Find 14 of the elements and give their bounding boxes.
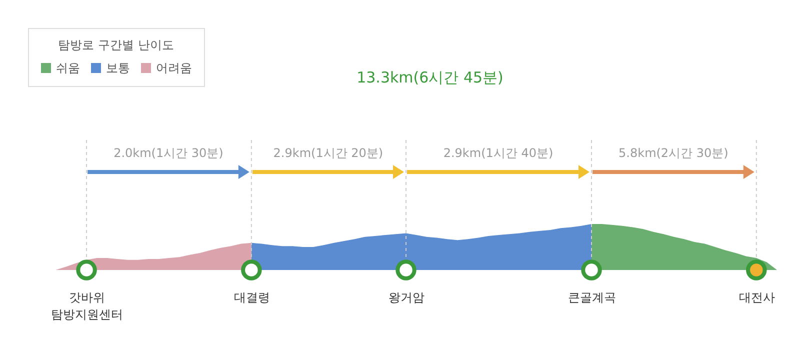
text: 2.9km(1시간 40분): [443, 146, 554, 160]
legend-label: 보통: [106, 61, 130, 75]
text: 2.9km(1시간 20분): [273, 146, 384, 160]
text: 2.0km(1시간 30분): [114, 146, 224, 160]
legend-label: 쉬움: [56, 61, 80, 75]
x-tick-label: 대전사: [738, 290, 775, 304]
legend-label: 어려움: [156, 61, 192, 75]
x-tick-label: 갓바위 탐방지원센터: [51, 290, 124, 322]
chart-title: 13.3km(6시간 45분): [356, 68, 504, 86]
text: 5.8km(2시간 30분): [618, 146, 728, 160]
x-tick-label: 대결령: [234, 290, 270, 304]
x-tick-label: 왕거암: [388, 290, 424, 304]
legend-title: 탐방로 구간별 난이도: [58, 38, 174, 52]
x-tick-label: 큰골계곡: [568, 290, 616, 304]
